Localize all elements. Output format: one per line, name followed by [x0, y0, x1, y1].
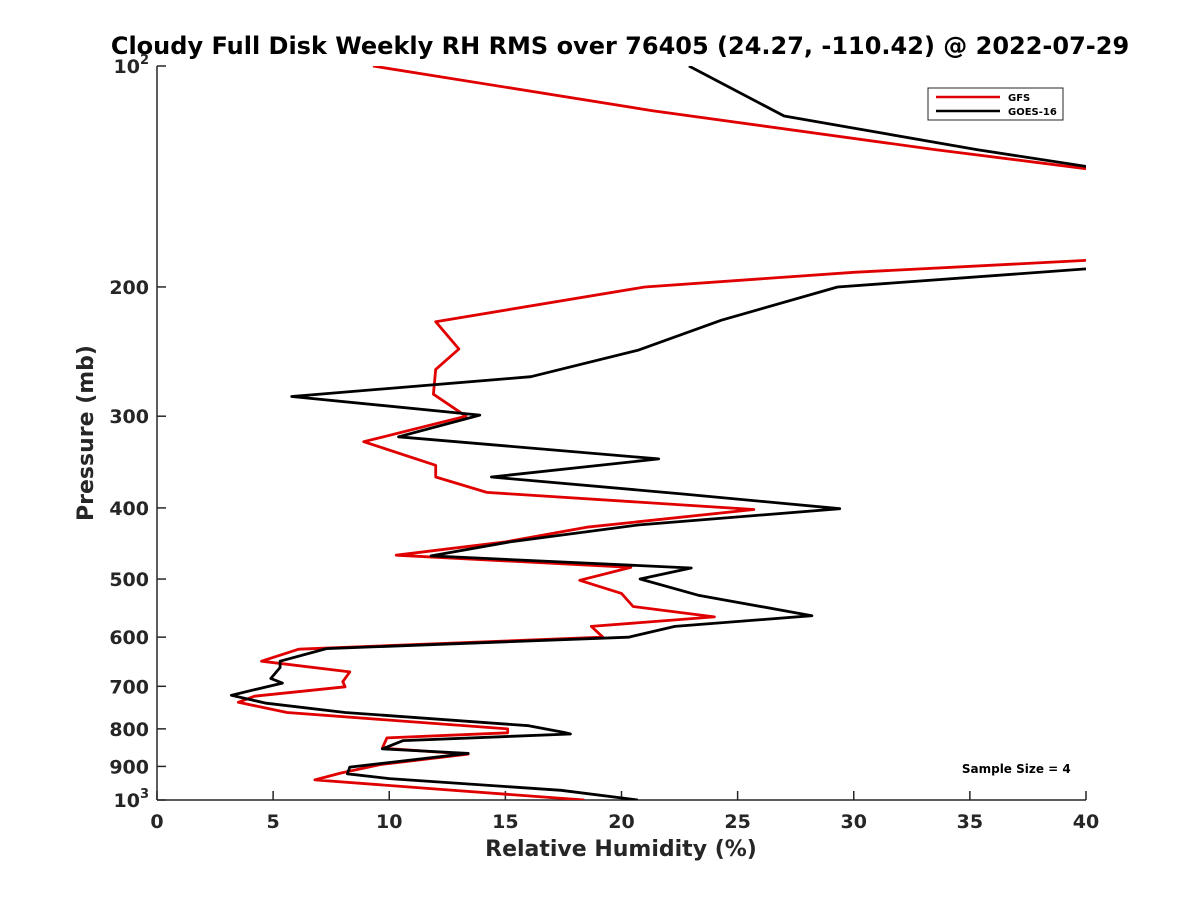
x-axis-label: Relative Humidity (%)	[485, 837, 757, 862]
x-tick-label: 25	[724, 811, 750, 833]
sample-size-annotation: Sample Size = 4	[962, 762, 1071, 776]
y-tick-label: 700	[109, 676, 149, 698]
x-tick-label: 0	[150, 811, 163, 833]
x-tick-label: 30	[841, 811, 867, 833]
y-tick-label: 900	[109, 756, 149, 778]
x-tick-label: 35	[957, 811, 983, 833]
legend: GFS GOES-16	[927, 87, 1064, 121]
y-tick-label: 300	[109, 406, 149, 428]
y-axis-label: Pressure (mb)	[74, 345, 99, 521]
series-line-goes-16-segment-2	[229, 267, 1086, 800]
x-tick-label: 10	[376, 811, 402, 833]
legend-box	[927, 87, 1064, 121]
y-axis-ticks: 102 200 300 400 500 600 700 800 900 103	[109, 53, 166, 812]
series-line-gfs-segment-2	[236, 259, 1086, 800]
y-tick-label: 103	[114, 787, 150, 812]
series-line-goes-16-segment-1	[688, 66, 1086, 168]
chart-title: Cloudy Full Disk Weekly RH RMS over 7640…	[111, 32, 1129, 60]
legend-label-gfs: GFS	[1008, 93, 1030, 104]
x-tick-label: 5	[267, 811, 280, 833]
y-tick-label: 600	[109, 627, 149, 649]
y-tick-label: 200	[109, 277, 149, 299]
annotations: Sample Size = 4	[962, 762, 1071, 776]
series-layer	[229, 66, 1086, 800]
x-tick-label: 15	[492, 811, 518, 833]
series-line-gfs-segment-1	[372, 66, 1086, 171]
y-tick-label: 500	[109, 569, 149, 591]
x-tick-label: 20	[608, 811, 634, 833]
x-tick-label: 40	[1073, 811, 1099, 833]
y-tick-label: 800	[109, 719, 149, 741]
y-tick-label: 400	[109, 498, 149, 520]
x-axis-ticks: 0 5 10 15 20 25 30 35 40	[150, 791, 1099, 833]
legend-label-goes-16: GOES-16	[1008, 107, 1057, 118]
y-tick-label: 102	[114, 53, 150, 78]
